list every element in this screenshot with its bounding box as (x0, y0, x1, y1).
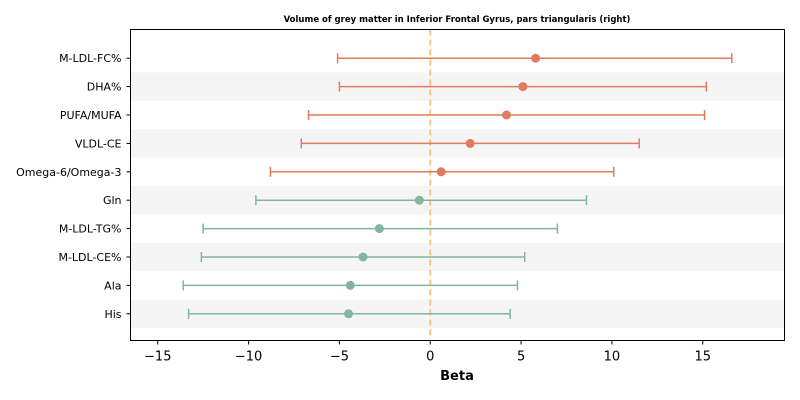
category-label-ala: Ala (104, 279, 121, 292)
plot-frame (130, 29, 785, 341)
category-label-pufa-mufa: PUFA/MUFA (60, 109, 122, 122)
category-label-m-ldl-ce: M-LDL-CE% (58, 251, 121, 264)
beta-point-m-ldl-fc (531, 53, 541, 63)
beta-point-pufa-mufa (502, 110, 512, 120)
beta-point-ala (345, 280, 355, 290)
category-label-his: His (104, 308, 121, 321)
beta-point-vldl-ce (465, 138, 475, 148)
beta-points (344, 53, 541, 319)
beta-point-his (344, 309, 353, 319)
beta-point-dha (518, 82, 528, 92)
category-label-omega-6-omega-3: Omega-6/Omega-3 (16, 166, 121, 179)
beta-point-m-ldl-tg (374, 224, 384, 234)
x-tick-label: 0 (426, 350, 434, 365)
x-tick-label: 10 (604, 350, 621, 365)
beta-point-m-ldl-ce (358, 252, 368, 262)
beta-point-gln (414, 195, 424, 205)
x-tick-label: −10 (235, 350, 262, 365)
beta-point-omega-6-omega-3 (436, 167, 446, 177)
x-tick-label: 15 (694, 350, 711, 365)
category-label-m-ldl-tg: M-LDL-TG% (59, 223, 122, 236)
x-axis-ticks: −15 −10 −5 0 5 10 15 (144, 340, 711, 365)
chart-title: Volume of grey matter in Inferior Fronta… (284, 15, 631, 25)
x-tick-label: −15 (144, 350, 171, 365)
category-label-m-ldl-fc: M-LDL-FC% (59, 52, 121, 65)
category-label-vldl-ce: VLDL-CE (75, 137, 122, 150)
category-label-dha: DHA% (87, 81, 122, 94)
category-label-gln: Gln (103, 194, 122, 207)
x-tick-label: 5 (517, 350, 525, 365)
x-axis-label: Beta (440, 369, 474, 384)
category-labels: M-LDL-FC% DHA% PUFA/MUFA VLDL-CE Omega-6/Ome… (16, 52, 131, 321)
x-tick-label: −5 (330, 350, 349, 365)
